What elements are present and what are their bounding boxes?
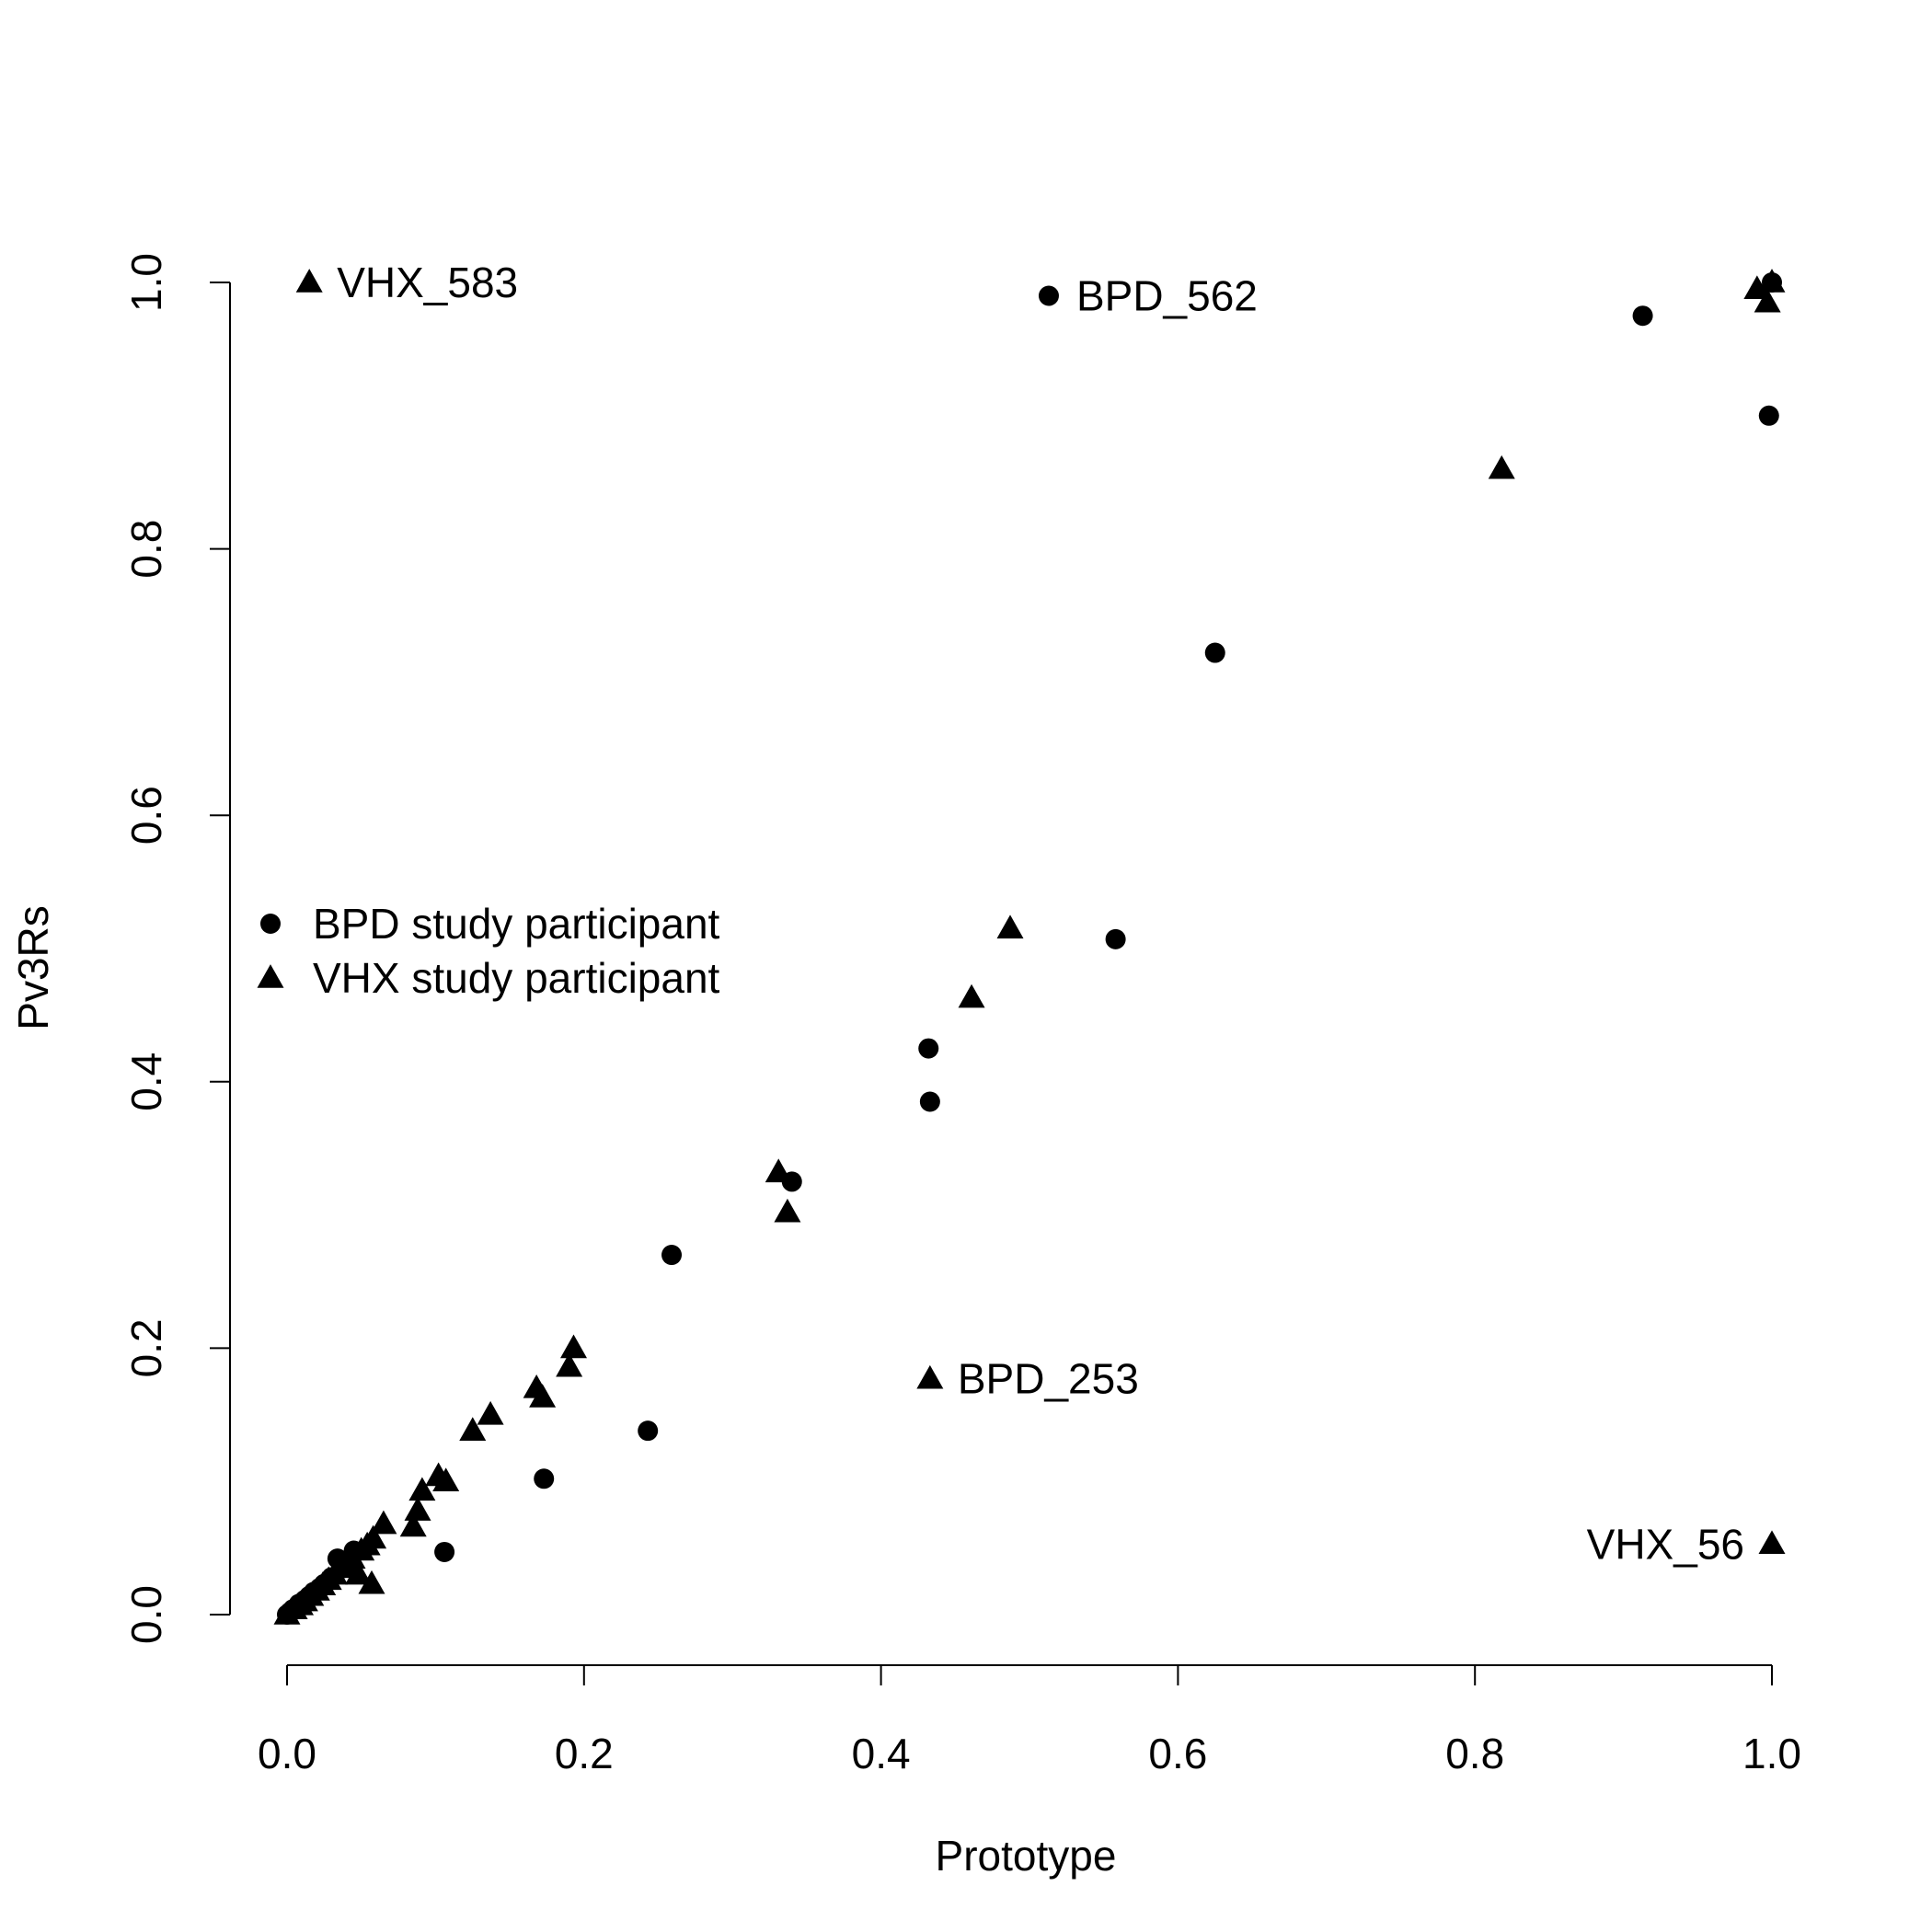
bpd-point bbox=[1758, 405, 1779, 426]
x-axis: 0.0 0.2 0.4 0.6 0.8 1.0 bbox=[258, 1664, 1801, 1777]
y-tick-label: 0.6 bbox=[122, 786, 170, 845]
bpd-point bbox=[434, 1541, 455, 1562]
vhx-point bbox=[765, 1158, 792, 1183]
vhx-point bbox=[1758, 1530, 1786, 1555]
x-tick-label: 0.0 bbox=[258, 1730, 316, 1777]
bpd-point bbox=[534, 1468, 555, 1489]
vhx-point bbox=[295, 269, 323, 293]
x-tick-label: 0.8 bbox=[1445, 1730, 1504, 1777]
vhx-point bbox=[360, 1524, 387, 1549]
vhx-point bbox=[477, 1400, 504, 1425]
vhx-point bbox=[556, 1352, 583, 1377]
y-tick-label: 1.0 bbox=[122, 253, 170, 312]
bpd-point bbox=[638, 1420, 659, 1442]
point-label: BPD_253 bbox=[958, 1355, 1139, 1403]
point-label: VHX_583 bbox=[337, 259, 518, 306]
vhx-point bbox=[1754, 288, 1781, 313]
legend-marker-circle bbox=[260, 914, 281, 934]
vhx-point bbox=[358, 1570, 385, 1594]
point-label: BPD_562 bbox=[1076, 271, 1258, 319]
y-axis: 0.0 0.2 0.4 0.6 0.8 1.0 bbox=[122, 253, 231, 1644]
y-axis-label: Pv3Rs bbox=[9, 905, 57, 1029]
point-annotations: VHX_583 BPD_562 BPD_253 VHX_56 bbox=[337, 259, 1744, 1568]
vhx-point bbox=[1488, 454, 1515, 479]
x-tick-label: 0.6 bbox=[1148, 1730, 1207, 1777]
vhx-point bbox=[560, 1334, 588, 1359]
vhx-point bbox=[399, 1512, 427, 1537]
y-tick-label: 0.0 bbox=[122, 1585, 170, 1644]
vhx-point bbox=[996, 914, 1024, 939]
bpd-point bbox=[918, 1038, 939, 1059]
bpd-point bbox=[1632, 305, 1653, 327]
vhx-point bbox=[408, 1477, 436, 1501]
bpd-point bbox=[919, 1091, 940, 1112]
x-tick-label: 1.0 bbox=[1742, 1730, 1801, 1777]
y-tick-label: 0.8 bbox=[122, 520, 170, 579]
x-tick-label: 0.4 bbox=[852, 1730, 911, 1777]
vhx-point bbox=[529, 1384, 557, 1408]
bpd-point bbox=[1204, 642, 1225, 663]
data-points bbox=[273, 269, 1786, 1625]
vhx-point bbox=[404, 1497, 431, 1521]
legend-marker-triangle bbox=[257, 964, 284, 988]
point-label: VHX_56 bbox=[1587, 1520, 1744, 1568]
bpd-point bbox=[1105, 928, 1126, 949]
legend-label: VHX study participant bbox=[313, 954, 720, 1002]
y-tick-label: 0.2 bbox=[122, 1318, 170, 1377]
bpd-point bbox=[1038, 285, 1059, 306]
vhx-point bbox=[370, 1510, 397, 1535]
vhx-point bbox=[774, 1198, 801, 1223]
vhx-point bbox=[344, 1560, 372, 1585]
vhx-point bbox=[958, 983, 985, 1008]
x-tick-label: 0.2 bbox=[555, 1730, 614, 1777]
bpd-point bbox=[661, 1245, 683, 1266]
vhx-point bbox=[432, 1467, 460, 1491]
y-tick-label: 0.4 bbox=[122, 1052, 170, 1111]
x-axis-label: Prototype bbox=[936, 1832, 1117, 1880]
legend: BPD study participant VHX study participa… bbox=[257, 900, 720, 1002]
vhx-point bbox=[1743, 275, 1771, 300]
vhx-point bbox=[459, 1417, 487, 1441]
vhx-point bbox=[1758, 269, 1786, 293]
legend-label: BPD study participant bbox=[313, 900, 720, 948]
vhx-point bbox=[916, 1364, 944, 1389]
